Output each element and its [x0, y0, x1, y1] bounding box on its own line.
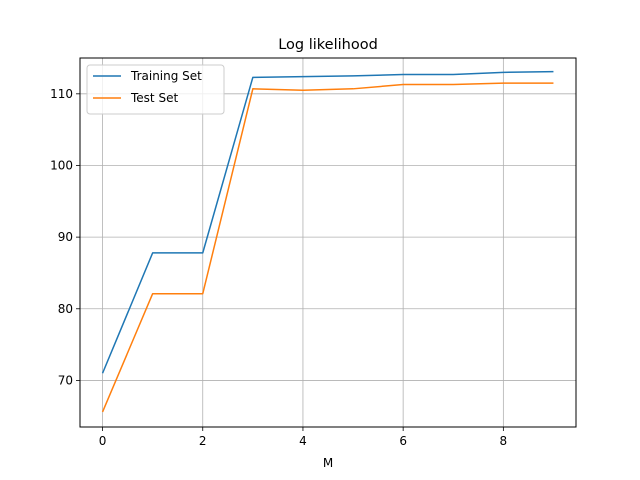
series-line-test-set [101, 82, 554, 413]
y-tick-label: 110 [50, 87, 73, 101]
x-axis-ticks: 0 2 4 6 8 [99, 427, 507, 448]
x-tick-label: 6 [399, 434, 407, 448]
y-axis-ticks: 70 80 90 100 110 [50, 87, 80, 387]
grid-lines [80, 58, 576, 427]
legend: Training Set Test Set [86, 64, 225, 115]
legend-label-training-set: Training Set [130, 69, 202, 83]
x-axis-label: M [323, 456, 333, 470]
series-lines [101, 70, 554, 413]
x-tick-label: 4 [299, 434, 307, 448]
y-tick-label: 80 [58, 302, 73, 316]
x-tick-label: 0 [99, 434, 107, 448]
x-tick-label: 2 [199, 434, 207, 448]
plot-frame [79, 57, 577, 428]
y-tick-label: 70 [58, 373, 73, 387]
series-line-training-set [101, 70, 554, 374]
legend-label-test-set: Test Set [130, 91, 178, 105]
x-tick-label: 8 [500, 434, 508, 448]
y-tick-label: 100 [50, 158, 73, 172]
y-tick-label: 90 [58, 230, 73, 244]
legend-box [86, 64, 225, 115]
chart-title: Log likelihood [278, 37, 378, 53]
